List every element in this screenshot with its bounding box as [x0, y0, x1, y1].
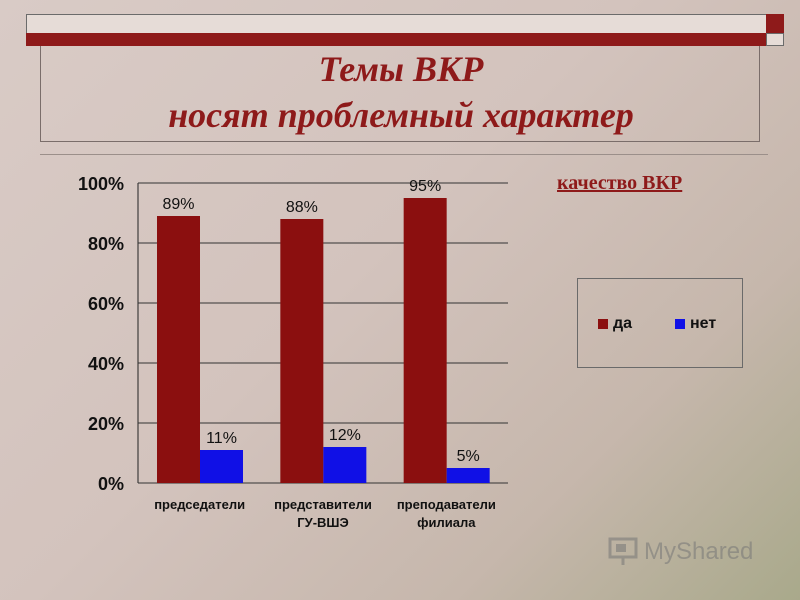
bar: [200, 450, 243, 483]
corner-square: [766, 14, 784, 33]
legend-title: качество ВКР: [557, 172, 683, 194]
bar: [446, 468, 490, 483]
title-separator: [40, 154, 768, 155]
x-tick-label: преподаватели: [397, 497, 496, 512]
legend-swatch-yes: [598, 319, 608, 329]
y-tick-label: 20%: [88, 414, 124, 434]
data-label: 89%: [162, 196, 194, 213]
x-tick-label: ГУ-ВШЭ: [297, 515, 349, 530]
data-label: 11%: [206, 430, 237, 447]
x-tick-label: председатели: [154, 497, 245, 512]
legend-label-no: нет: [690, 315, 717, 332]
y-tick-label: 100%: [78, 174, 124, 194]
legend: да нет: [577, 278, 743, 368]
legend-item-yes: да: [598, 315, 632, 333]
bar: [157, 216, 200, 483]
bar: [280, 219, 324, 483]
y-tick-label: 60%: [88, 294, 124, 314]
legend-item-no: нет: [675, 315, 716, 333]
slide-title-line1: Темы ВКР: [318, 49, 484, 89]
bar: [403, 198, 447, 483]
slide-title-line2: носят проблемный характер: [168, 95, 634, 135]
data-label: 88%: [286, 199, 318, 216]
projector-icon: [608, 537, 638, 565]
corner-square-light: [766, 33, 784, 46]
x-tick-label: филиала: [417, 515, 476, 530]
y-tick-label: 40%: [88, 354, 124, 374]
y-tick-label: 0%: [98, 474, 124, 494]
legend-swatch-no: [675, 319, 685, 329]
top-accent-bar: [26, 33, 766, 46]
data-label: 5%: [457, 448, 480, 465]
watermark-logo: MyShared: [608, 537, 753, 567]
title-box: Темы ВКР носят проблемный характер: [40, 46, 760, 142]
x-tick-label: представители: [274, 497, 372, 512]
bar: [323, 447, 367, 483]
watermark-text: MyShared: [644, 538, 754, 565]
y-tick-label: 80%: [88, 234, 124, 254]
data-label: 95%: [409, 178, 441, 195]
legend-label-yes: да: [613, 315, 633, 332]
data-label: 12%: [329, 427, 361, 444]
